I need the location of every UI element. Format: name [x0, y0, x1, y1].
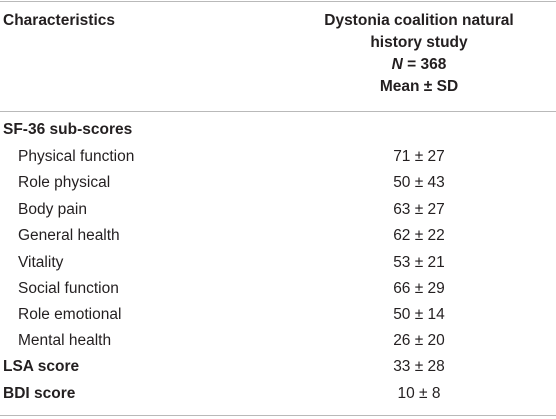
row-value: 53 ± 21	[393, 254, 445, 271]
row-label: Social function	[18, 280, 119, 297]
table-row: Role physical 50 ± 43	[0, 170, 556, 196]
row-label: LSA score	[3, 358, 80, 375]
header-n-value: = 368	[402, 56, 447, 73]
row-value: 33 ± 28	[393, 358, 445, 375]
table-row: Role emotional 50 ± 14	[0, 302, 556, 328]
table-row: Physical function 71 ± 27	[0, 144, 556, 170]
row-label: Mental health	[18, 332, 112, 349]
header-stat-label: Mean ± SD	[379, 78, 459, 95]
table-row: Vitality 53 ± 21	[0, 250, 556, 276]
row-value: 62 ± 22	[393, 227, 445, 244]
top-rule	[0, 1, 556, 2]
header-characteristics: Characteristics	[3, 12, 116, 29]
header-study-line1: Dystonia coalition natural	[324, 12, 514, 29]
row-label: Vitality	[18, 254, 64, 271]
table-row: Mental health 26 ± 20	[0, 328, 556, 354]
row-value: 10 ± 8	[397, 385, 441, 402]
header-study-line2: history study	[370, 34, 468, 51]
row-label: Physical function	[18, 148, 135, 165]
table-row: Social function 66 ± 29	[0, 276, 556, 302]
table-row: LSA score 33 ± 28	[0, 354, 556, 380]
row-label: Role emotional	[18, 306, 122, 323]
row-value: 71 ± 27	[393, 148, 445, 165]
header-study: Dystonia coalition natural history study…	[280, 10, 556, 98]
table-row: BDI score 10 ± 8	[0, 381, 556, 407]
row-label: BDI score	[3, 385, 76, 402]
row-label: Role physical	[18, 174, 111, 191]
table-row: General health 62 ± 22	[0, 223, 556, 249]
header-rule	[0, 111, 556, 112]
bottom-rule	[0, 415, 556, 416]
row-label: General health	[18, 227, 120, 244]
table-row: Body pain 63 ± 27	[0, 197, 556, 223]
table-row: SF-36 sub-scores	[0, 117, 556, 143]
row-value: 50 ± 14	[393, 306, 445, 323]
row-value: 26 ± 20	[393, 332, 445, 349]
header-n-label: N	[391, 56, 403, 73]
row-value: 63 ± 27	[393, 201, 445, 218]
row-value: 66 ± 29	[393, 280, 445, 297]
row-label: SF-36 sub-scores	[3, 121, 133, 138]
row-value: 50 ± 43	[393, 174, 445, 191]
row-label: Body pain	[18, 201, 87, 218]
header-n: N = 368	[280, 54, 556, 76]
